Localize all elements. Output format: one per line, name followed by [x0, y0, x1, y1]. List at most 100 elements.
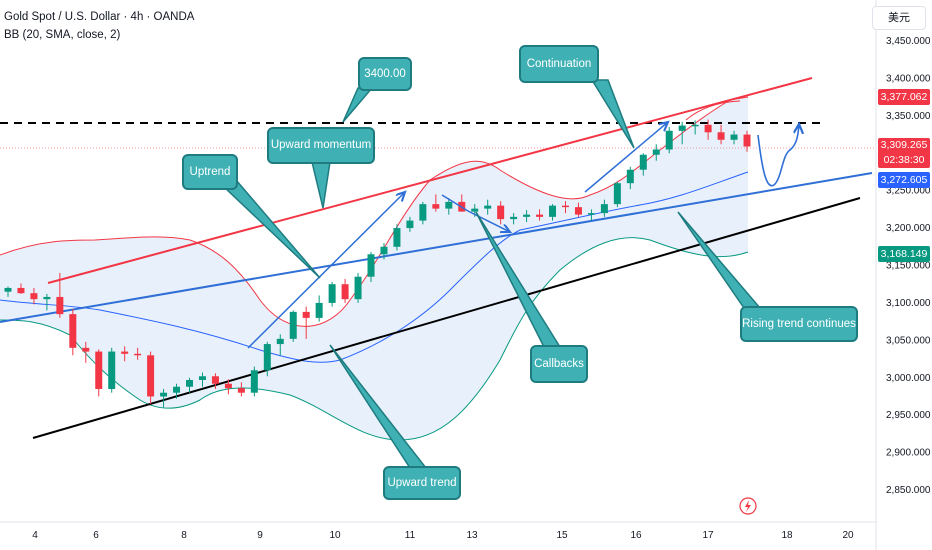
continuation-arrow [584, 122, 668, 193]
candle-body [276, 338, 284, 345]
candle [186, 377, 194, 393]
candle [393, 224, 401, 251]
time-tick-label: 4 [32, 530, 38, 541]
price-tick-label: 3,450.000 [886, 36, 931, 47]
price-tick-label: 3,150.000 [886, 261, 931, 272]
candle [121, 346, 129, 362]
callback-arrow [441, 194, 510, 232]
candle-body [419, 204, 427, 221]
pointer-momentum [311, 161, 331, 209]
peak-curve-stroke [685, 100, 741, 121]
time-axis[interactable]: 4 6 8 9 10 11 13 15 16 17 18 20 [32, 530, 854, 541]
callout-callbacks[interactable]: Callbacks [530, 345, 588, 383]
candle-body [198, 376, 206, 380]
candle-body [561, 205, 569, 208]
candle [4, 286, 12, 297]
price-tick-label: 3,400.000 [886, 73, 931, 84]
candle [574, 202, 582, 217]
candle [510, 213, 518, 225]
candle [302, 306, 310, 339]
candle [82, 341, 90, 363]
candle [95, 349, 103, 397]
last-price-tag: 3,309.265 02:38:30 [878, 138, 930, 168]
callout-uptrend[interactable]: Uptrend [182, 154, 238, 190]
candle [211, 373, 219, 389]
lightning-icon[interactable] [739, 497, 757, 515]
price-tick-label: 3,200.000 [886, 223, 931, 234]
candle-body [704, 124, 712, 133]
candle [587, 209, 595, 221]
candle [484, 199, 492, 215]
bar-countdown: 02:38:30 [883, 154, 925, 166]
callout-upward-momentum[interactable]: Upward momentum [267, 127, 375, 164]
candle-body [574, 207, 582, 215]
candle-body [549, 205, 557, 217]
long-trend-line [32, 197, 861, 439]
candle [445, 198, 453, 215]
candle [354, 272, 362, 303]
candle-body [652, 149, 660, 155]
candle [652, 144, 660, 161]
candle [743, 130, 751, 152]
time-tick-label: 16 [630, 530, 642, 541]
price-tick-label: 2,850.000 [886, 485, 931, 496]
callout-3400[interactable]: 3400.00 [358, 57, 412, 91]
candle [549, 204, 557, 221]
candle [561, 201, 569, 214]
candle [600, 199, 608, 217]
candle [717, 124, 725, 145]
price-tick-label: 3,100.000 [886, 298, 931, 309]
candle [639, 153, 647, 176]
candle-body [328, 284, 336, 303]
candle [17, 283, 25, 294]
candle-body [17, 287, 25, 294]
price-tick-label: 3,000.000 [886, 373, 931, 384]
candle-body [523, 214, 531, 217]
pointer-uptrend [220, 179, 321, 279]
uptrend-arrow [247, 192, 405, 349]
candle [626, 166, 634, 190]
candle-body [82, 347, 90, 352]
candle-body [263, 344, 271, 371]
callout-continuation[interactable]: Continuation [519, 45, 599, 83]
last-price-value: 3,309.265 [880, 139, 928, 151]
candle [30, 287, 38, 305]
candle [432, 194, 440, 212]
time-tick-label: 18 [781, 530, 793, 541]
candle-body [613, 183, 621, 205]
candle-body [30, 293, 38, 300]
callout-rising-trend[interactable]: Rising trend continues [740, 306, 858, 342]
candle-body [691, 124, 699, 127]
pointer-3400 [342, 87, 374, 123]
chart-title: Gold Spot / U.S. Dollar · 4h · OANDA [4, 11, 195, 23]
candles-series [4, 119, 751, 408]
time-tick-label: 10 [329, 530, 341, 541]
candle-body [380, 246, 388, 255]
candle [367, 252, 375, 282]
candle [263, 341, 271, 377]
candle [108, 347, 116, 393]
candle [704, 119, 712, 140]
candle-body [497, 205, 505, 220]
candle-body [250, 370, 258, 393]
candle [224, 379, 232, 395]
candle [341, 278, 349, 303]
indicator-legend[interactable]: BB (20, SMA, close, 2) [4, 29, 121, 41]
candle-body [406, 220, 414, 229]
support-trend-line [0, 172, 873, 323]
price-tick-label: 3,350.000 [886, 111, 931, 122]
candle [56, 272, 64, 318]
candle [160, 388, 168, 408]
candle-body [432, 204, 440, 209]
candle [419, 201, 427, 225]
price-axis[interactable]: 2,850.000 2,900.000 2,950.000 3,000.000 3,05… [886, 36, 931, 496]
candle [613, 181, 621, 208]
candle-body [639, 154, 647, 170]
callout-upward-trend[interactable]: Upward trend [383, 466, 461, 500]
candle [289, 310, 297, 342]
currency-button[interactable]: 美元 [872, 6, 926, 30]
candle [536, 209, 544, 221]
candle [173, 383, 181, 399]
candle-body [43, 296, 51, 300]
